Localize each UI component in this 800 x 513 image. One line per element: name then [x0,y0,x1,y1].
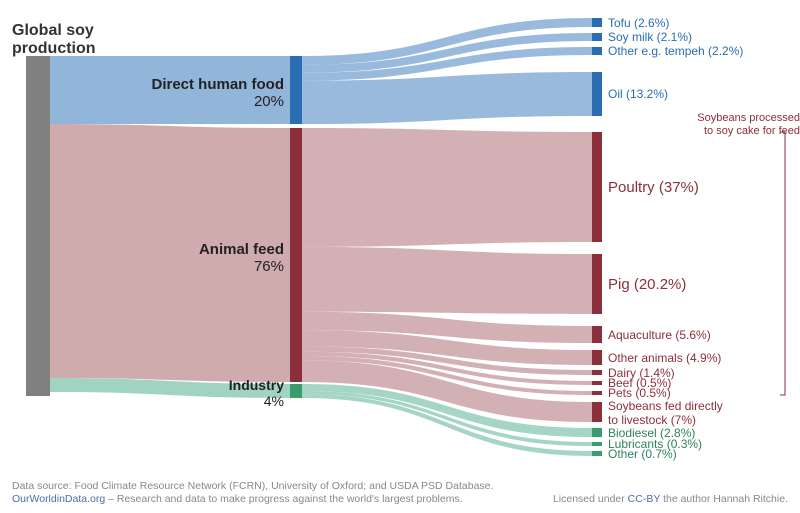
owid-link[interactable]: OurWorldinData.org [12,493,105,505]
license-link[interactable]: CC-BY [628,493,660,505]
end-label: Other (0.7%) [608,447,677,461]
end-label: Pig (20.2%) [608,276,686,293]
footer-license: Licensed under CC-BY the author Hannah R… [553,493,788,507]
end-label: Tofu (2.6%) [608,16,669,30]
end-label: Soy milk (2.1%) [608,30,692,44]
chart-title: Global soyproduction [12,22,96,59]
footer-source: Data source: Food Climate Resource Netwo… [12,480,493,492]
end-label: Other animals (4.9%) [608,351,721,365]
end-label: Aquaculture (5.6%) [608,328,711,342]
end-label: Oil (13.2%) [608,87,668,101]
footer: Data source: Food Climate Resource Netwo… [12,480,788,507]
footer-left: OurWorldinData.org – Research and data t… [12,493,463,507]
category-label-industry: Industry4% [0,377,284,409]
end-label: Poultry (37%) [608,179,699,196]
category-label-animal: Animal feed76% [0,241,284,275]
soycake-annotation: Soybeans processedto soy cake for feed [690,112,800,137]
end-label: Other e.g. tempeh (2.2%) [608,44,743,58]
category-label-human: Direct human food20% [0,76,284,110]
end-label: Soybeans fed directlyto livestock (7%) [608,399,723,427]
